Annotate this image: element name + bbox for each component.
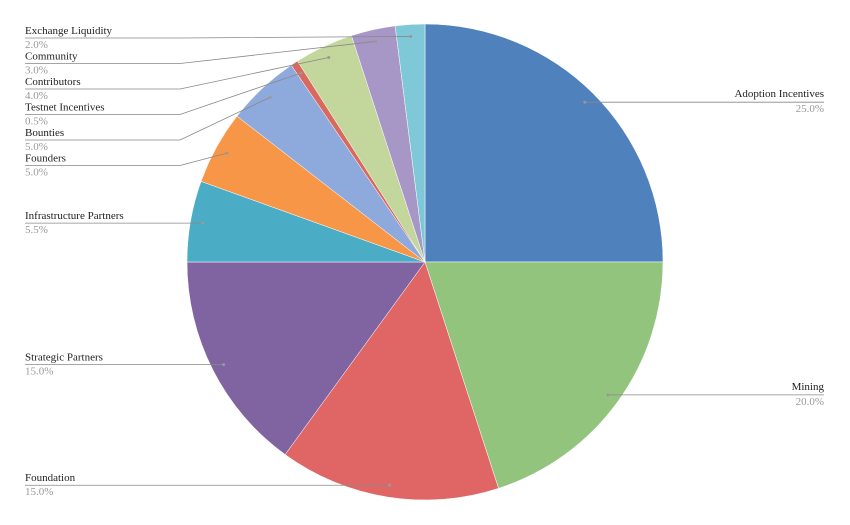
slice-label: Adoption Incentives xyxy=(734,88,824,100)
slice-label: Infrastructure Partners xyxy=(25,210,124,222)
leader-dot xyxy=(299,71,303,75)
leader-dot xyxy=(327,56,331,60)
slice-value: 5.0% xyxy=(25,167,48,179)
slice-value: 2.0% xyxy=(25,39,48,51)
leader-dot xyxy=(225,151,229,155)
slice-value: 0.5% xyxy=(25,116,48,128)
slice-label: Foundation xyxy=(25,472,76,484)
pie-slice xyxy=(284,261,499,501)
slice-label: Bounties xyxy=(25,127,64,139)
slice-label: Contributors xyxy=(25,76,81,88)
slice-value: 25.0% xyxy=(796,103,824,115)
leader-dot xyxy=(606,393,610,397)
slice-label: Founders xyxy=(25,153,66,165)
leader-dot xyxy=(388,483,392,487)
leader-dot xyxy=(268,95,272,99)
slice-value: 5.0% xyxy=(25,141,48,153)
slice-value: 3.0% xyxy=(25,65,48,77)
leader-line xyxy=(25,96,271,141)
slice-value: 5.5% xyxy=(25,224,48,236)
slice-label: Strategic Partners xyxy=(25,352,103,364)
pie-slice xyxy=(424,23,664,263)
slice-value: 15.0% xyxy=(25,486,53,498)
pie-slice xyxy=(394,23,426,263)
leader-line xyxy=(25,152,228,166)
slice-value: 20.0% xyxy=(796,396,824,408)
pie-slice xyxy=(424,261,664,489)
pie-slice xyxy=(186,261,426,455)
leader-dot xyxy=(222,363,226,367)
leader-line xyxy=(25,72,302,115)
leader-dot xyxy=(409,34,413,38)
leader-dot xyxy=(200,221,204,225)
slice-value: 15.0% xyxy=(25,366,53,378)
leader-line xyxy=(25,57,329,90)
slice-label: Mining xyxy=(792,381,825,393)
leader-line xyxy=(25,36,411,39)
leader-dot xyxy=(374,39,378,43)
leader-dot xyxy=(583,100,587,104)
slice-value: 4.0% xyxy=(25,90,48,102)
slice-label: Community xyxy=(25,51,78,63)
slice-label: Exchange Liquidity xyxy=(25,25,113,37)
leader-line xyxy=(25,41,376,64)
slice-label: Testnet Incentives xyxy=(25,102,105,114)
